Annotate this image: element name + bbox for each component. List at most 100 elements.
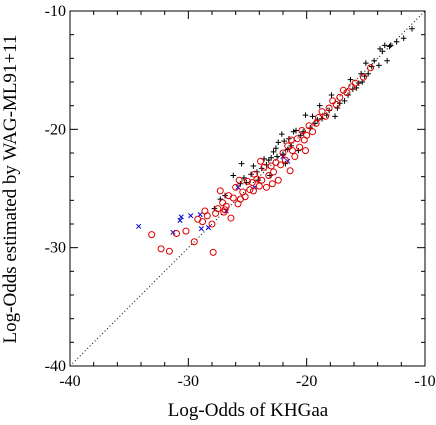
data-point-plus	[268, 154, 274, 161]
data-point-plus	[341, 98, 348, 104]
data-point-plus	[377, 46, 383, 52]
data-point-circle	[246, 186, 254, 194]
data-point-circle	[309, 128, 317, 136]
data-point-plus	[250, 163, 257, 169]
data-point-cross	[198, 226, 204, 232]
data-point-circle	[325, 104, 333, 112]
data-point-circle	[229, 194, 237, 202]
data-point-cross	[178, 214, 184, 220]
data-point-plus	[337, 100, 343, 107]
data-point-circle	[260, 163, 268, 171]
data-point-circle	[216, 187, 224, 195]
data-point-circle	[279, 149, 287, 157]
data-point-plus	[381, 42, 388, 49]
data-point-circle	[284, 142, 292, 150]
data-point-circle	[332, 100, 340, 108]
y-axis-label: Log-Odds estimated by WAG-ML91+11	[0, 35, 21, 344]
data-point-plus	[302, 112, 309, 118]
data-point-plus	[270, 149, 277, 155]
data-point-circle	[257, 157, 265, 165]
plot-marks	[69, 10, 426, 367]
data-point-circle	[258, 176, 266, 184]
y-tick-label: -30	[45, 240, 66, 257]
data-point-circle	[165, 247, 173, 255]
data-point-plus	[248, 171, 254, 178]
data-point-circle	[301, 147, 309, 155]
data-point-circle	[291, 153, 299, 161]
data-point-plus	[238, 160, 245, 167]
x-tick-label: -40	[59, 373, 80, 390]
data-point-circle	[298, 127, 306, 135]
data-point-circle	[221, 206, 229, 214]
data-point-circle	[253, 175, 261, 183]
data-point-circle	[255, 182, 263, 190]
data-point-cross	[235, 184, 241, 190]
data-point-plus	[273, 145, 279, 152]
data-point-circle	[270, 168, 278, 176]
x-axis-label: Log-Odds of KHGaa	[168, 400, 329, 421]
data-point-circle	[286, 167, 294, 175]
x-tick-label: -20	[296, 373, 317, 390]
data-point-circle	[232, 183, 240, 191]
x-tick-label: -30	[178, 373, 199, 390]
data-point-circle	[182, 227, 190, 235]
data-point-plus	[222, 192, 228, 199]
y-tick-label: -40	[45, 358, 66, 375]
data-point-circle	[173, 229, 180, 237]
data-point-circle	[281, 156, 289, 164]
data-point-plus	[295, 147, 302, 154]
data-point-plus	[376, 62, 382, 69]
data-point-circle	[248, 179, 256, 187]
data-point-plus	[387, 42, 394, 49]
data-point-cross	[188, 213, 194, 219]
data-point-plus	[293, 127, 299, 134]
data-point-circle	[268, 180, 276, 188]
data-point-circle	[296, 143, 304, 151]
data-point-plus	[230, 172, 237, 179]
data-point-plus	[363, 60, 369, 66]
data-point-plus	[334, 105, 341, 111]
data-point-plus	[241, 175, 247, 181]
data-point-plus	[275, 139, 282, 146]
data-point-circle	[318, 108, 326, 116]
data-point-circle	[267, 162, 275, 170]
data-point-plus	[365, 70, 371, 77]
data-point-plus	[347, 76, 354, 83]
data-point-circle	[343, 89, 351, 97]
data-point-plus	[393, 38, 400, 45]
data-point-plus	[400, 35, 407, 42]
y-tick-label: -20	[45, 121, 66, 138]
data-point-circle	[227, 214, 235, 222]
data-point-circle	[274, 176, 282, 184]
data-point-cross	[136, 223, 142, 229]
data-point-circle	[235, 176, 243, 184]
data-point-plus	[332, 113, 338, 120]
x-tick-label: -10	[414, 373, 435, 390]
data-point-circle	[241, 193, 249, 201]
plot-frame	[69, 10, 426, 367]
data-point-circle	[293, 135, 301, 143]
data-point-circle	[336, 93, 344, 101]
axis-ticks: -40 -30 -20 -10 -40 -30 -20 -10	[45, 3, 436, 390]
data-point-plus	[355, 80, 362, 86]
data-point-plus	[316, 102, 323, 109]
data-point-circle	[157, 245, 165, 253]
data-point-circle	[359, 73, 367, 81]
data-point-circle	[214, 205, 222, 213]
data-point-circle	[348, 83, 356, 91]
data-point-plus	[309, 113, 316, 120]
data-point-plus	[386, 43, 393, 50]
data-point-plus	[290, 128, 297, 135]
data-point-circle	[339, 86, 347, 94]
data-point-circle	[277, 161, 285, 169]
data-point-circle	[219, 199, 227, 207]
data-point-circle	[262, 183, 270, 191]
data-point-cross	[177, 217, 183, 224]
data-point-circle	[312, 119, 320, 127]
data-point-circle	[329, 97, 337, 105]
data-point-plus	[274, 153, 280, 160]
data-point-circle	[148, 231, 156, 239]
data-point-circle	[367, 64, 375, 72]
data-point-circle	[265, 171, 273, 179]
